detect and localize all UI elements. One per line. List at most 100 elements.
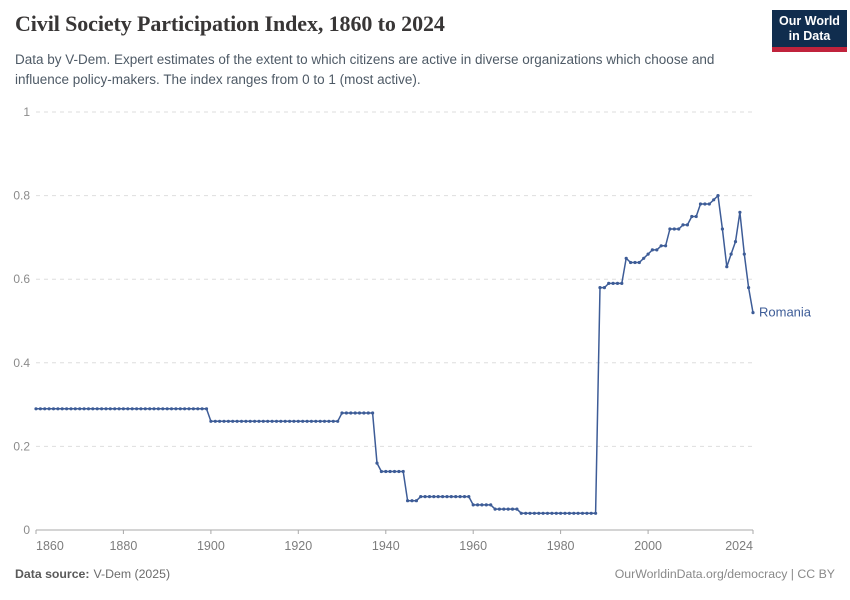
data-point[interactable]: [322, 419, 327, 423]
data-point[interactable]: [375, 461, 379, 465]
data-point[interactable]: [143, 407, 147, 411]
data-point[interactable]: [47, 407, 51, 411]
data-point[interactable]: [174, 407, 178, 411]
data-point[interactable]: [56, 407, 60, 411]
data-point[interactable]: [620, 281, 624, 285]
data-point[interactable]: [91, 407, 95, 411]
data-point[interactable]: [301, 419, 305, 423]
data-point[interactable]: [598, 286, 602, 290]
data-point[interactable]: [528, 511, 532, 515]
data-point[interactable]: [733, 240, 738, 244]
data-point[interactable]: [336, 419, 340, 423]
data-point[interactable]: [392, 469, 397, 474]
data-point[interactable]: [187, 407, 191, 411]
data-point[interactable]: [318, 419, 322, 423]
data-point[interactable]: [135, 407, 139, 411]
data-point[interactable]: [554, 511, 558, 515]
data-point[interactable]: [519, 511, 523, 515]
data-point[interactable]: [550, 511, 554, 515]
data-point[interactable]: [576, 511, 580, 515]
data-point[interactable]: [594, 511, 598, 515]
data-point[interactable]: [589, 511, 593, 515]
entity-label-romania[interactable]: Romania: [759, 305, 812, 320]
data-point[interactable]: [423, 495, 427, 499]
data-point[interactable]: [646, 252, 650, 256]
data-point[interactable]: [668, 227, 672, 231]
data-point[interactable]: [270, 419, 274, 423]
data-point[interactable]: [169, 407, 174, 411]
data-point[interactable]: [34, 407, 38, 411]
data-point[interactable]: [580, 511, 585, 515]
data-point[interactable]: [720, 227, 725, 231]
data-point[interactable]: [677, 227, 681, 231]
data-point[interactable]: [371, 411, 375, 415]
data-point[interactable]: [340, 411, 344, 415]
data-point[interactable]: [441, 495, 445, 499]
data-point[interactable]: [664, 244, 668, 248]
data-point[interactable]: [672, 227, 676, 231]
data-point[interactable]: [681, 223, 685, 227]
data-point[interactable]: [43, 407, 47, 411]
data-point[interactable]: [218, 419, 222, 423]
data-point[interactable]: [248, 419, 252, 423]
data-point[interactable]: [489, 503, 493, 507]
data-point[interactable]: [427, 495, 432, 499]
data-point[interactable]: [362, 411, 366, 415]
data-point[interactable]: [244, 419, 248, 423]
data-point[interactable]: [497, 507, 501, 511]
data-point[interactable]: [406, 499, 410, 503]
data-point[interactable]: [108, 407, 112, 411]
data-point[interactable]: [502, 507, 506, 511]
data-point[interactable]: [703, 202, 707, 206]
data-point[interactable]: [545, 511, 550, 515]
data-point[interactable]: [563, 511, 567, 515]
data-point[interactable]: [445, 495, 449, 499]
data-point[interactable]: [738, 210, 742, 214]
data-point[interactable]: [148, 407, 152, 411]
data-point[interactable]: [288, 419, 292, 423]
data-point[interactable]: [296, 419, 300, 423]
data-point[interactable]: [95, 407, 99, 411]
data-point[interactable]: [419, 495, 423, 499]
data-point[interactable]: [449, 495, 453, 499]
data-point[interactable]: [397, 469, 401, 474]
data-point[interactable]: [751, 311, 755, 315]
data-point[interactable]: [314, 419, 318, 423]
data-point[interactable]: [436, 495, 440, 499]
data-point[interactable]: [60, 407, 64, 411]
data-point[interactable]: [121, 407, 125, 411]
data-point[interactable]: [585, 511, 589, 515]
data-point[interactable]: [261, 419, 265, 423]
data-point[interactable]: [379, 469, 383, 474]
data-point[interactable]: [104, 407, 108, 411]
data-point[interactable]: [139, 407, 143, 411]
data-point[interactable]: [707, 202, 711, 206]
data-point[interactable]: [86, 407, 91, 411]
data-point[interactable]: [235, 419, 239, 423]
data-point[interactable]: [100, 407, 104, 411]
data-point[interactable]: [178, 407, 182, 411]
data-point[interactable]: [231, 419, 235, 423]
data-point[interactable]: [366, 411, 370, 415]
data-point[interactable]: [69, 407, 73, 411]
data-point[interactable]: [467, 495, 471, 499]
data-point[interactable]: [559, 511, 563, 515]
data-point[interactable]: [572, 511, 576, 515]
data-point[interactable]: [384, 469, 388, 474]
data-point[interactable]: [226, 419, 230, 423]
data-point[interactable]: [747, 286, 751, 290]
data-point[interactable]: [222, 419, 226, 423]
data-point[interactable]: [51, 407, 56, 411]
data-point[interactable]: [327, 419, 331, 423]
data-point[interactable]: [506, 507, 510, 511]
data-point[interactable]: [283, 419, 287, 423]
data-point[interactable]: [432, 495, 436, 499]
data-point[interactable]: [493, 507, 497, 511]
data-point[interactable]: [266, 419, 270, 423]
data-point[interactable]: [725, 265, 729, 269]
data-point[interactable]: [476, 503, 480, 507]
data-point[interactable]: [253, 419, 257, 423]
data-point[interactable]: [462, 495, 467, 499]
data-point[interactable]: [183, 407, 187, 411]
data-point[interactable]: [484, 503, 488, 507]
